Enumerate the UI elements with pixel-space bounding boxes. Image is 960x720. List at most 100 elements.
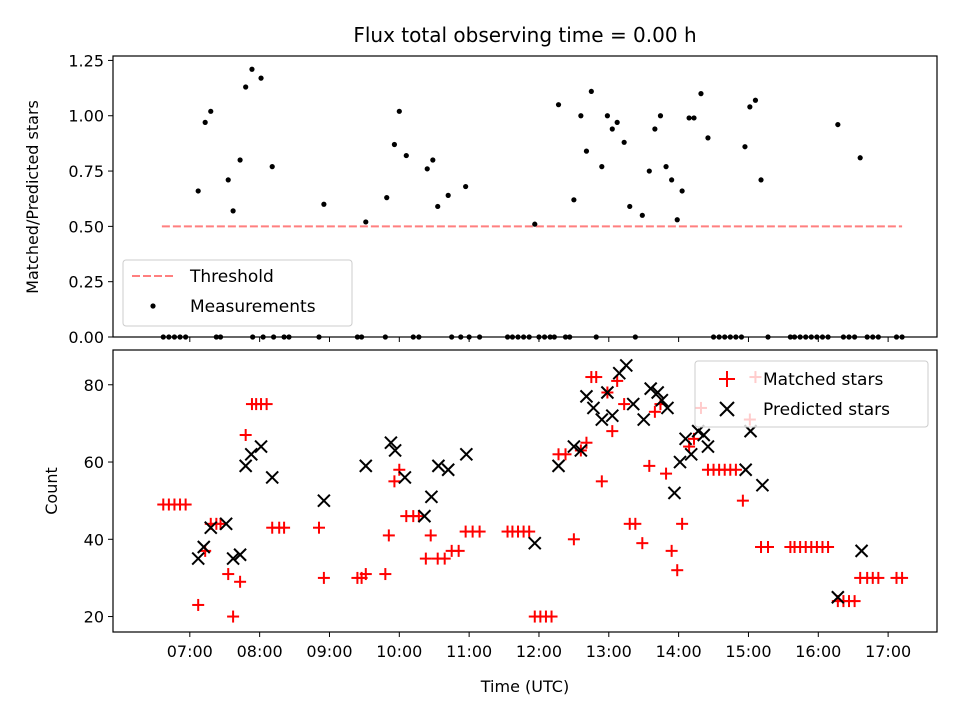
measurement-point xyxy=(758,177,764,183)
matched-star-point xyxy=(260,398,273,411)
measurement-point xyxy=(258,75,264,81)
legend-predicted-swatch xyxy=(719,401,735,417)
measurement-point xyxy=(604,113,611,119)
top-y-tick-label: 0.75 xyxy=(68,162,104,181)
bottom-x-axis-label: Time (UTC) xyxy=(480,677,569,696)
matched-star-point xyxy=(660,467,673,480)
measurement-point xyxy=(705,135,711,141)
matched-star-point xyxy=(192,598,205,611)
bottom-x-tick-label: 08:00 xyxy=(237,642,283,661)
measurement-point xyxy=(424,166,430,172)
predicted-star-point xyxy=(650,385,665,400)
top-y-tick-label: 0.25 xyxy=(68,273,104,292)
legend-measurements-swatch xyxy=(150,303,156,309)
predicted-star-point xyxy=(441,463,455,477)
predicted-star-point xyxy=(191,551,205,566)
predicted-star-point xyxy=(738,463,753,477)
matched-star-point xyxy=(424,529,437,542)
measurement-point xyxy=(225,177,231,183)
matched-star-point xyxy=(729,463,742,476)
predicted-star-point xyxy=(831,590,845,604)
measurement-point xyxy=(230,208,236,214)
matched-star-point xyxy=(393,463,406,476)
measurement-point xyxy=(669,177,675,183)
matched-star-point xyxy=(523,525,536,538)
predicted-star-point xyxy=(417,509,432,523)
top-chart-title: Flux total observing time = 0.00 h xyxy=(353,23,696,47)
measurement-point xyxy=(609,126,615,132)
matched-star-point xyxy=(438,552,451,565)
matched-star-point xyxy=(822,541,835,554)
matched-star-point xyxy=(359,568,372,581)
measurement-point xyxy=(202,119,208,125)
measurement-point xyxy=(384,195,390,201)
predicted-star-point xyxy=(643,381,658,396)
legend-threshold-label: Threshold xyxy=(189,267,274,287)
predicted-star-point xyxy=(755,478,770,492)
measurement-point xyxy=(463,183,469,190)
bottom-y-axis-label: Count xyxy=(42,467,61,515)
bottom-y-tick-label: 20 xyxy=(84,608,104,627)
bottom-x-tick-label: 11:00 xyxy=(446,642,492,661)
bottom-x-tick-label: 16:00 xyxy=(795,642,841,661)
matched-star-point xyxy=(590,371,603,384)
measurement-point xyxy=(445,192,451,198)
predicted-star-point xyxy=(254,439,268,454)
measurement-point xyxy=(583,148,590,154)
measurement-point xyxy=(391,141,398,148)
matched-star-point xyxy=(388,475,401,488)
measurement-point xyxy=(599,164,605,170)
predicted-star-point xyxy=(359,459,373,473)
measurement-point xyxy=(691,115,697,121)
measurement-point xyxy=(752,97,759,103)
matched-star-point xyxy=(473,525,486,538)
predicted-star-point xyxy=(655,393,669,407)
predicted-star-point xyxy=(567,439,581,454)
predicted-star-point xyxy=(678,432,693,446)
matched-star-point xyxy=(452,544,465,557)
matched-star-point xyxy=(611,374,624,387)
measurement-point xyxy=(698,91,704,97)
measurement-point xyxy=(686,115,692,121)
matched-star-point xyxy=(227,610,240,623)
measurement-point xyxy=(674,217,680,223)
predicted-star-point xyxy=(586,401,601,415)
bottom-x-tick-label: 09:00 xyxy=(306,642,352,661)
predicted-star-point xyxy=(574,443,588,458)
predicted-star-point xyxy=(595,412,609,427)
matched-star-point xyxy=(580,436,593,449)
top-y-tick-label: 0.00 xyxy=(68,328,104,347)
top-y-ticks: 0.00 0.25 0.50 0.75 1.00 1.25 xyxy=(68,51,113,347)
predicted-star-point xyxy=(667,486,682,500)
predicted-star-point xyxy=(579,389,594,404)
bottom-x-tick-label: 15:00 xyxy=(725,642,771,661)
predicted-star-point xyxy=(673,455,687,469)
measurement-point xyxy=(578,113,584,119)
measurement-point xyxy=(742,144,748,150)
bottom-x-tick-label: 14:00 xyxy=(656,642,702,661)
measurement-point xyxy=(195,188,201,194)
predicted-star-point xyxy=(605,408,619,423)
matched-star-point xyxy=(278,521,291,534)
top-x-ticks xyxy=(189,337,889,342)
bottom-x-tick-label: 17:00 xyxy=(865,642,911,661)
measurement-point xyxy=(857,155,863,161)
top-axes-frame xyxy=(112,55,938,338)
predicted-star-point xyxy=(204,520,218,535)
measurement-point xyxy=(243,84,249,90)
predicted-star-point xyxy=(600,385,615,400)
bottom-axes-frame xyxy=(112,349,938,633)
matched-star-point xyxy=(643,459,656,472)
matched-star-point xyxy=(676,517,689,530)
bottom-x-tick-label: 12:00 xyxy=(516,642,562,661)
measurement-point xyxy=(435,203,441,210)
matched-star-point xyxy=(872,571,885,584)
matched-star-point xyxy=(848,595,861,608)
predicted-star-point xyxy=(854,544,869,558)
measurement-point xyxy=(430,157,436,163)
measurement-point xyxy=(396,108,402,114)
matched-star-point xyxy=(317,571,330,584)
matched-star-point xyxy=(239,428,252,441)
measurement-point xyxy=(363,219,369,225)
